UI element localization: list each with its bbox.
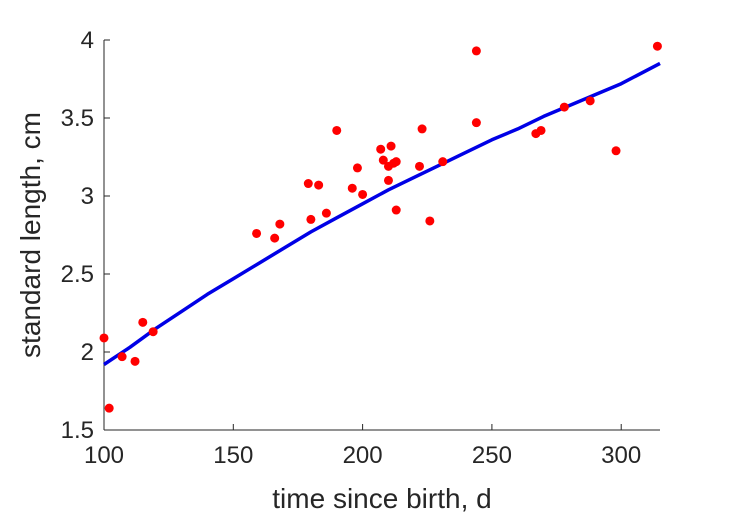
data-point — [332, 125, 342, 135]
data-point — [252, 228, 262, 238]
data-point — [417, 124, 427, 134]
x-tick-label: 150 — [213, 442, 253, 469]
plot-area: 1.5 2 2.5 3 3.5 4 100 150 200 250 300 — [61, 27, 662, 469]
data-point — [303, 179, 313, 189]
data-point — [314, 180, 324, 190]
x-tick-label: 300 — [601, 442, 641, 469]
y-tick-label: 3 — [81, 183, 94, 210]
data-point — [99, 333, 109, 343]
data-point — [386, 141, 396, 151]
y-tick-label: 2.5 — [61, 261, 94, 288]
x-tick-label: 100 — [84, 442, 124, 469]
data-point — [275, 219, 285, 229]
data-point — [148, 327, 158, 337]
x-axis-title: time since birth, d — [272, 483, 491, 514]
data-point — [414, 161, 424, 171]
data-point — [117, 352, 127, 362]
data-point — [383, 175, 393, 185]
x-tick-label: 200 — [343, 442, 383, 469]
data-point — [652, 41, 662, 51]
data-point — [471, 46, 481, 56]
data-point — [104, 403, 114, 413]
data-point — [352, 163, 362, 173]
data-point — [559, 102, 569, 112]
y-tick-label: 2 — [81, 339, 94, 366]
data-point — [321, 208, 331, 218]
data-point — [358, 189, 368, 199]
data-point — [438, 157, 448, 167]
data-point — [585, 96, 595, 106]
data-point — [347, 183, 357, 193]
data-point — [378, 155, 388, 165]
y-axis-title: standard length, cm — [15, 112, 46, 358]
data-point — [138, 317, 148, 327]
fit-curve — [103, 61, 661, 366]
data-point — [391, 205, 401, 215]
data-point — [306, 214, 316, 224]
data-point — [471, 118, 481, 128]
y-tick-label: 3.5 — [61, 105, 94, 132]
data-point — [130, 356, 140, 366]
y-tick-label: 4 — [81, 27, 94, 54]
data-point — [536, 125, 546, 135]
data-point — [376, 144, 386, 154]
data-point — [391, 157, 401, 167]
y-tick-label: 1.5 — [61, 417, 94, 444]
data-point — [425, 216, 435, 226]
x-tick-label: 250 — [472, 442, 512, 469]
data-point — [270, 233, 280, 243]
data-point — [611, 146, 621, 156]
